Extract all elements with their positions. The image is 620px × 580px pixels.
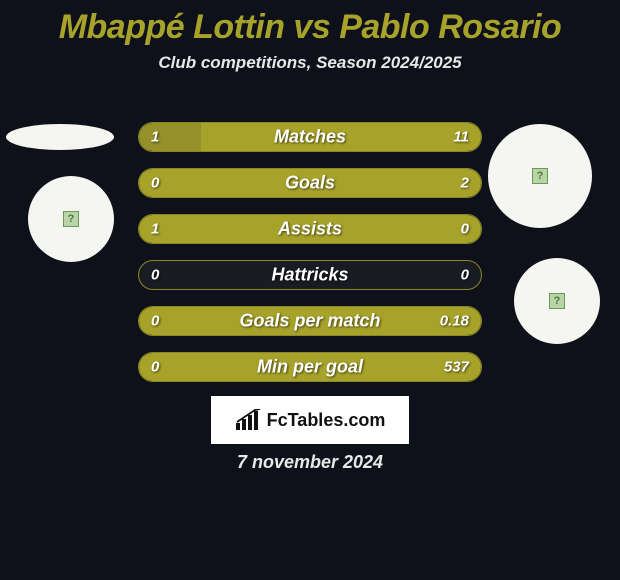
branding-logo-icon [235,409,261,431]
stat-fill-right [139,307,481,335]
stats-container: 111Matches 02Goals 10Assists 0 0Hattricks 00.… [138,122,482,398]
stat-fill-right [139,169,481,197]
branding-text: FcTables.com [267,410,386,431]
stat-row: 0537Min per goal [138,352,482,382]
stat-row: 00.18Goals per match [138,306,482,336]
date-label: 7 november 2024 [0,452,620,473]
stat-row: 0 0Hattricks [138,260,482,290]
stat-fill-right [201,123,481,151]
avatar-top-left-ellipse [6,124,114,150]
stat-value-right: 0 [461,267,469,284]
placeholder-icon: ? [532,168,548,184]
stat-row: 10Assists [138,214,482,244]
stat-row: 111Matches [138,122,482,152]
stat-fill-left [139,215,481,243]
stat-value-left: 0 [151,267,159,284]
placeholder-icon: ? [63,211,79,227]
avatar-top-right: ? [488,124,592,228]
page-title: Mbappé Lottin vs Pablo Rosario [0,0,620,47]
stat-label: Hattricks [139,265,481,286]
placeholder-icon: ? [549,293,565,309]
stat-fill-left [139,123,201,151]
branding-badge: FcTables.com [211,396,409,444]
stat-fill-right [139,353,481,381]
stat-row: 02Goals [138,168,482,198]
subtitle: Club competitions, Season 2024/2025 [0,53,620,73]
avatar-bottom-right: ? [514,258,600,344]
avatar-bottom-left: ? [28,176,114,262]
